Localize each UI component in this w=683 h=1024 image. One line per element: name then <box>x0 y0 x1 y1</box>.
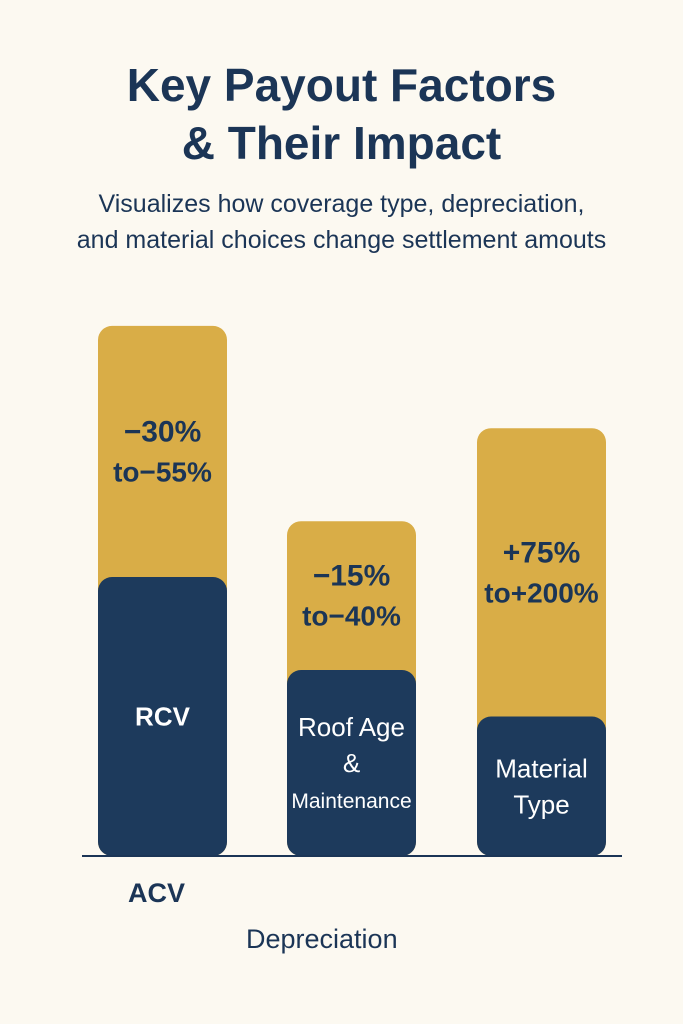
impact-label-material-type-line-2: to+200% <box>484 577 598 608</box>
category-label-rcv-line-1: RCV <box>135 702 191 732</box>
x-axis-label-depreciation: Depreciation <box>246 924 398 954</box>
impact-label-roof-age-maintenance-line-1: −15% <box>313 560 391 593</box>
chart-subtitle: Visualizes how coverage type, depreciati… <box>0 186 683 258</box>
chart-title: Key Payout Factors & Their Impact <box>0 56 683 172</box>
category-label-material-type-line-1: Material <box>495 753 587 783</box>
impact-label-material-type-line-1: +75% <box>503 536 581 569</box>
chart-subtitle-line-2: and material choices change settlement a… <box>76 226 607 254</box>
category-label-roof-age-maintenance-line-1: Roof Age <box>298 712 405 742</box>
category-label-roof-age-maintenance-line-3: Maintenance <box>291 790 411 813</box>
chart-subtitle-line-1: Visualizes how coverage type, depreciati… <box>98 190 585 218</box>
impact-label-rcv-line-2: to−55% <box>113 456 212 487</box>
bar-base-material-type <box>477 716 606 856</box>
category-label-material-type-line-2: Type <box>513 789 569 819</box>
bar-base-roof-age-maintenance <box>287 670 416 856</box>
category-label-roof-age-maintenance-line-2: & <box>343 748 360 778</box>
bar-base-rcv <box>98 577 227 856</box>
impact-label-rcv-line-1: −30% <box>124 415 202 448</box>
chart-title-line-1: Key Payout Factors <box>126 59 557 111</box>
impact-label-roof-age-maintenance-line-2: to−40% <box>302 601 401 632</box>
chart-title-line-2: & Their Impact <box>181 117 502 169</box>
x-axis-label-acv: ACV <box>128 878 186 908</box>
